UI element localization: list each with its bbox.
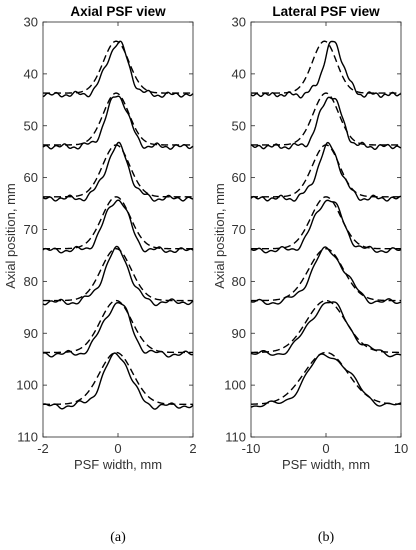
panel-a-ytick-label: 100 [16,378,38,393]
panel-a-ytick-label: 40 [24,66,38,81]
panel-a-xlabel: PSF width, mm [74,457,162,472]
panel-a-peak-4-dashed-line [43,196,193,250]
panel-b-peak-4-solid-line [250,199,402,254]
panel-b-peak-7-solid-line [250,353,402,408]
panel-a-peak-6-dashed-line [43,299,193,354]
panel-a-peak-2-dashed-line [43,92,193,146]
panel-b-plot: 30 40 50 60 70 80 90 100 110-10 0 10 [224,15,408,457]
panel-b-caption: (b) [318,530,335,545]
panel-b-peak-6-solid-line [250,301,402,358]
panel-a-ytick-label: 80 [24,274,38,289]
panel-a-peak-1-dashed-line [43,40,193,94]
panel-b-frame [250,21,402,438]
panel-a-peak-2-solid-line [42,95,194,150]
panel-b-peak-4-dashed-line [251,196,401,250]
panel-a-peak-5-dashed-line [43,247,193,302]
panel-a-plot: 30 40 50 60 70 80 90 100 110-2 0 2 [16,15,196,457]
panel-b-ytick-label: 50 [232,118,246,133]
panel-b-peak-2-dashed-line [251,92,401,146]
panel-b-ytick-label: 80 [232,274,246,289]
panel-a-ytick-label: 30 [24,15,38,30]
panel-a-ytick-label: 90 [24,326,38,341]
panel-a-peak-3-solid-line [42,141,194,202]
panel-a-caption: (a) [110,530,126,545]
panel-b-xtick-label: -10 [242,441,261,456]
panel-b-xtick-label: 10 [394,441,408,456]
panel-b-ytick-label: 40 [232,66,246,81]
panel-b-peak-6-dashed-line [251,299,401,354]
panel-b-ytick-label: 30 [232,15,246,30]
panel-b-ytick-label: 100 [224,378,246,393]
panel-a-peak-7-solid-line [42,352,194,410]
panel-b-title: Lateral PSF view [272,4,380,19]
panel-b-xlabel: PSF width, mm [282,457,370,472]
panel-b-peak-1-dashed-line [251,40,401,94]
panel-b: Lateral PSF view 30405060708090100110-10… [212,4,408,545]
panel-a-ytick-label: 60 [24,170,38,185]
panel-a-peak-3-dashed-line [43,144,193,198]
panel-a-xtick-label: 0 [114,441,121,456]
panel-a-peak-7-dashed-line [43,351,193,406]
panel-b-peak-1-solid-line [250,40,402,99]
panel-a-ytick-label: 110 [17,430,38,445]
panel-a-frame [42,21,194,438]
panel-b-ytick-label: 60 [232,170,246,185]
panel-b-ylabel: Axial position, mm [212,183,227,288]
panel-a-peak-5-solid-line [42,245,194,307]
panel-b-peak-3-dashed-line [251,144,401,198]
panel-b-peak-5-dashed-line [251,247,401,302]
panel-a-xtick-label: 2 [189,441,196,456]
panel-b-ytick-label: 70 [232,222,246,237]
panel-a-title: Axial PSF view [70,4,166,19]
panel-a-xtick-label: -2 [37,441,49,456]
panel-a-ytick-label: 50 [24,118,38,133]
panel-b-ytick-label: 90 [232,326,246,341]
panel-b-ytick-label: 110 [225,430,246,445]
panel-b-peak-7-dashed-line [250,351,402,405]
panel-b-peak-2-solid-line [250,96,402,151]
panel-b-peak-3-solid-line [250,141,402,202]
panel-a-peak-4-solid-line [42,199,194,254]
panel-b-xtick-label: 0 [322,441,329,456]
panel-a-peak-1-solid-line [42,40,194,98]
panel-a-peak-6-solid-line [42,301,194,358]
panel-a-ytick-label: 70 [24,222,38,237]
panel-a-ylabel: Axial position, mm [3,183,18,288]
panel-b-peak-5-solid-line [250,246,402,306]
